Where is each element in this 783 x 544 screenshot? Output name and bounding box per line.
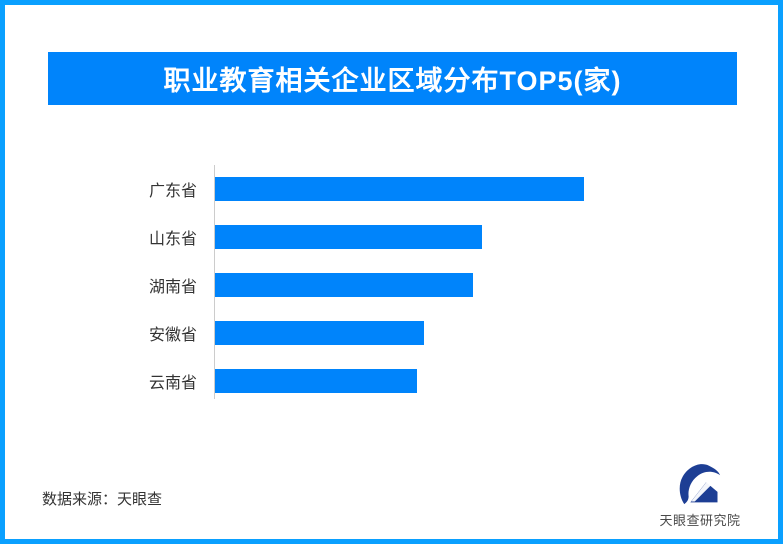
category-label: 山东省 [148,231,197,248]
bar [215,177,584,201]
bar-row: 山东省 [0,213,737,261]
bar-track [215,321,737,345]
brand-caption: 天眼查研究院 [659,513,741,528]
bar [215,369,417,393]
bar [215,321,424,345]
bar [215,225,482,249]
bar-row: 广东省 [0,165,737,213]
category-label: 广东省 [148,183,197,200]
bar-track [215,369,737,393]
category-label: 安徽省 [148,327,197,344]
data-source-note: 数据来源：天眼查 [42,491,163,508]
bar-track [215,177,737,201]
bar-track [215,273,737,297]
tianyancha-eye-logo-icon [679,464,721,505]
bar-row: 安徽省 [0,309,737,357]
category-label: 湖南省 [148,279,197,296]
bar-row: 云南省 [0,357,737,405]
y-axis-line [214,165,215,399]
bar-track [215,225,737,249]
brand-block: 天眼查研究院 [652,462,748,529]
title-banner: 职业教育相关企业区域分布TOP5(家) [48,52,737,105]
bar-rows: 广东省山东省湖南省安徽省云南省 [0,165,737,405]
bar-chart: 广东省山东省湖南省安徽省云南省 [0,165,737,405]
bar [215,273,473,297]
category-label: 云南省 [148,375,197,392]
chart-title: 职业教育相关企业区域分布TOP5(家) [163,66,622,96]
bar-row: 湖南省 [0,261,737,309]
